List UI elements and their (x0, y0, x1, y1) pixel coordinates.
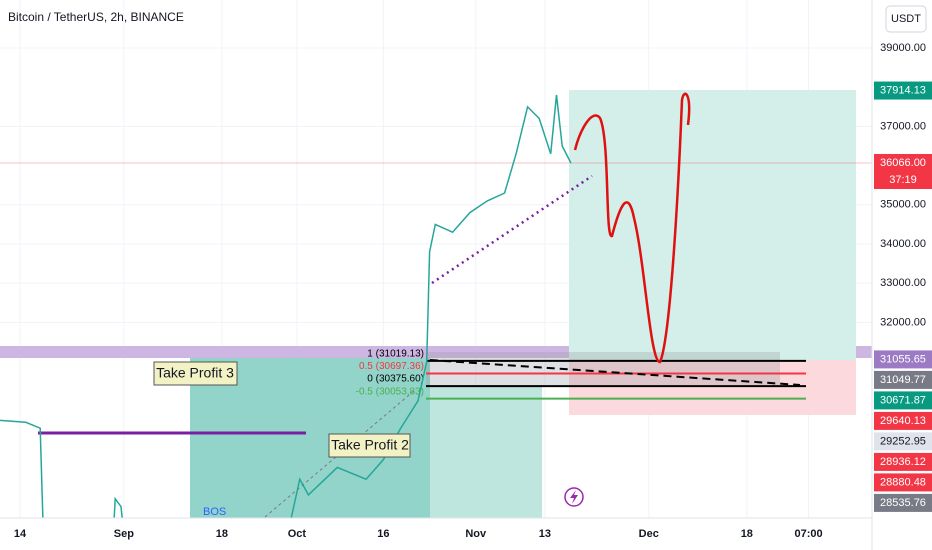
x-tick-label: 16 (377, 528, 389, 540)
annotation-box (153, 361, 238, 386)
annotation-box (328, 433, 411, 458)
tp-box-light (430, 385, 542, 518)
price-badge-label: 28880.48 (880, 476, 926, 488)
price-badge (874, 411, 932, 430)
price-badge-label: 28535.76 (880, 497, 926, 509)
y-tick-label: 39000.00 (880, 42, 926, 54)
x-tick-label: 18 (741, 528, 753, 540)
y-tick-label: 35000.00 (880, 199, 926, 211)
x-tick-label: Dec (639, 528, 659, 540)
fib-label: 1 (31019.13) (367, 348, 424, 359)
x-tick-label: Nov (465, 528, 487, 540)
target-box (569, 90, 856, 360)
countdown: 37:19 (889, 174, 917, 186)
axes: 39000.00 37000.00 35000.00 34000.00 33000.00… (14, 42, 932, 540)
price-badge (874, 432, 932, 451)
price-badge-label: 30671.87 (880, 394, 926, 406)
price-badge (874, 493, 932, 512)
countdown-badge (874, 171, 932, 189)
x-tick-label: 07:00 (794, 528, 822, 540)
trend-line (429, 359, 801, 386)
fib-label: 0.5 (30697.36) (359, 361, 424, 372)
price-badge (874, 452, 932, 471)
y-tick-label: 37000.00 (880, 120, 926, 132)
x-tick-label: 18 (216, 528, 228, 540)
event-icon-bolt (570, 490, 578, 504)
annotation: BOS (203, 506, 226, 518)
fib-label: -0.5 (30053.83) (356, 386, 424, 397)
x-tick-label: 13 (539, 528, 551, 540)
price-badge (874, 81, 932, 100)
price-badge (874, 153, 932, 172)
price-badge (874, 391, 932, 410)
annotation: Take Profit 3 (156, 365, 234, 381)
y-tick-label: 34000.00 (880, 238, 926, 250)
price-badge-label: 36066.00 (880, 157, 926, 169)
y-tick-label: 33000.00 (880, 277, 926, 289)
price-badge (874, 370, 932, 389)
y-tick-label: 32000.00 (880, 316, 926, 328)
price-badge-label: 29252.95 (880, 435, 926, 447)
range-box (426, 352, 780, 385)
trend-line (431, 174, 593, 285)
x-tick-label: Oct (288, 528, 307, 540)
stop-box (569, 360, 856, 415)
price-badge-label: 29640.13 (880, 415, 926, 427)
price-badge-label: 31055.65 (880, 353, 926, 365)
currency-button[interactable] (885, 5, 927, 33)
price-badge-label: 31049.77 (880, 374, 926, 386)
currency-button-label: USDT (891, 13, 921, 25)
x-tick-label: Sep (114, 528, 134, 540)
price-badge (874, 473, 932, 492)
annotation: Take Profit 2 (331, 437, 409, 453)
fib-label: 0 (30375.60) (367, 374, 424, 385)
price-badge (874, 350, 932, 369)
price-badge-label: 28936.12 (880, 456, 926, 468)
price-badge-label: 37914.13 (880, 84, 926, 96)
chart-title: Bitcoin / TetherUS, 2h, BINANCE (8, 10, 184, 24)
hand-drawing (573, 92, 691, 364)
x-tick-label: 14 (14, 528, 27, 540)
